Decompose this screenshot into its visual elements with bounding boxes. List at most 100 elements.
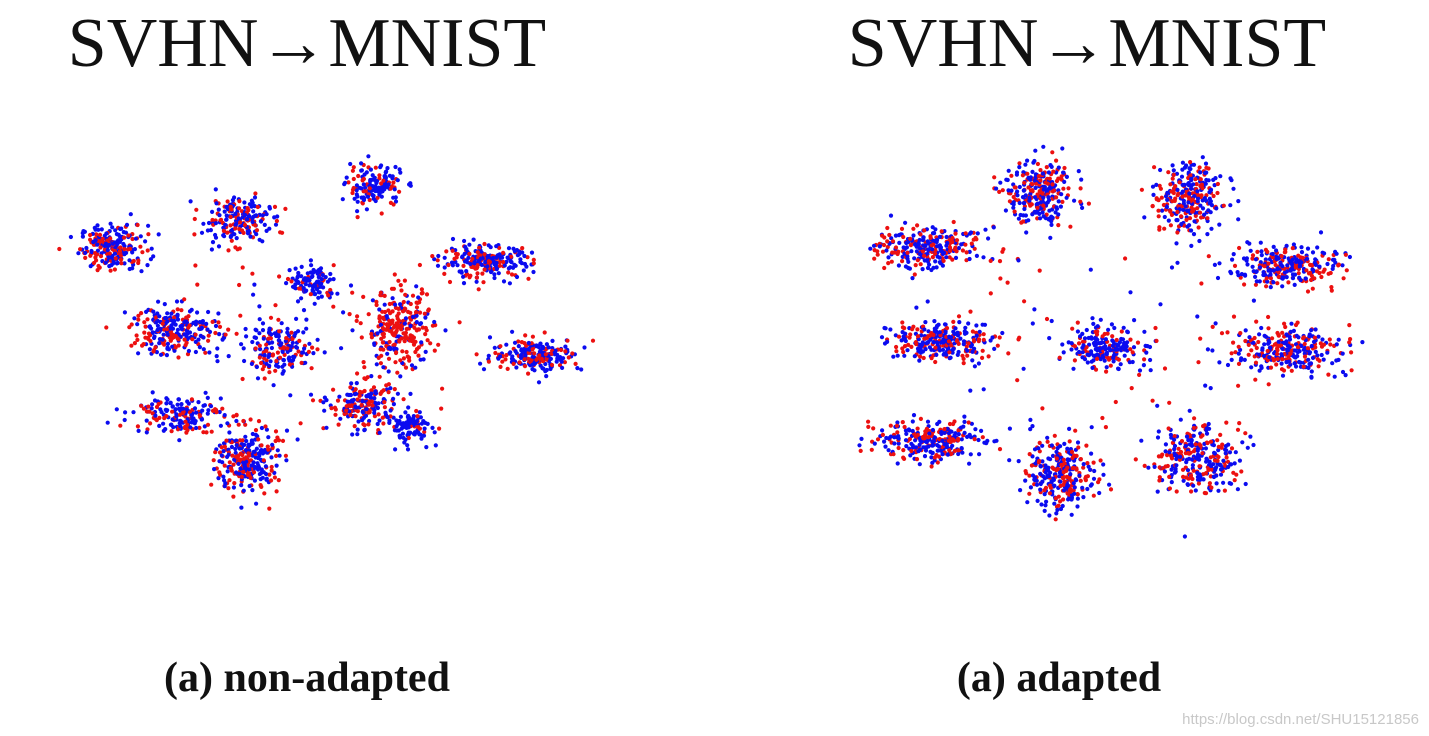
scatter-point-blue xyxy=(1132,318,1137,323)
scatter-point-red xyxy=(1167,400,1172,405)
scatter-point-red xyxy=(486,359,491,364)
scatter-point-blue xyxy=(888,213,894,218)
scatter-point-red xyxy=(100,236,105,241)
scatter-point-red xyxy=(1055,466,1060,472)
scatter-point-red xyxy=(1052,188,1057,193)
scatter-point-blue xyxy=(264,476,269,481)
scatter-point-blue xyxy=(460,255,465,260)
scatter-point-blue xyxy=(213,187,218,192)
scatter-point-blue xyxy=(1058,506,1064,512)
scatter-point-blue xyxy=(1209,226,1214,231)
scatter-point-blue xyxy=(459,270,464,275)
scatter-point-red xyxy=(1130,350,1135,355)
scatter-point-red xyxy=(1028,188,1034,193)
scatter-point-red xyxy=(1264,276,1269,281)
scatter-point-red xyxy=(253,428,259,433)
scatter-point-blue xyxy=(1144,350,1149,355)
scatter-point-red xyxy=(1249,348,1254,353)
scatter-point-blue xyxy=(526,340,531,346)
scatter-point-blue xyxy=(394,418,399,423)
scatter-point-blue xyxy=(388,386,393,391)
scatter-point-red xyxy=(1196,481,1201,486)
scatter-point-red xyxy=(900,346,905,351)
scatter-point-blue xyxy=(979,428,984,433)
scatter-point-red xyxy=(918,232,923,237)
scatter-point-blue xyxy=(248,234,253,239)
scatter-point-blue xyxy=(171,425,176,430)
scatter-point-blue xyxy=(897,233,902,238)
scatter-point-blue xyxy=(885,339,890,344)
scatter-point-blue xyxy=(925,265,931,271)
scatter-point-red xyxy=(94,232,99,237)
scatter-point-red xyxy=(901,349,906,355)
scatter-point-blue xyxy=(221,474,226,479)
scatter-point-red xyxy=(243,422,248,427)
scatter-point-blue xyxy=(1062,441,1067,446)
scatter-point-blue xyxy=(1191,182,1196,187)
scatter-point-blue xyxy=(170,326,176,331)
scatter-point-blue xyxy=(378,322,384,327)
scatter-point-blue xyxy=(292,333,297,338)
scatter-point-blue xyxy=(221,449,226,454)
scatter-point-red xyxy=(381,178,386,183)
scatter-point-red xyxy=(476,287,481,292)
scatter-point-red xyxy=(442,271,447,276)
scatter-point-red xyxy=(1176,446,1181,451)
scatter-point-red xyxy=(238,313,243,318)
scatter-point-blue xyxy=(301,286,306,291)
scatter-point-blue xyxy=(199,230,205,235)
scatter-point-blue xyxy=(290,340,295,345)
scatter-point-red xyxy=(1188,473,1194,478)
scatter-point-blue xyxy=(374,362,379,367)
scatter-point-blue xyxy=(1090,365,1095,370)
scatter-point-red xyxy=(1211,193,1216,199)
scatter-point-red xyxy=(972,437,977,442)
scatter-point-blue xyxy=(393,195,398,200)
scatter-point-blue xyxy=(264,212,269,217)
scatter-point-red xyxy=(240,452,245,458)
scatter-point-blue xyxy=(144,430,149,435)
scatter-point-blue xyxy=(96,227,101,232)
scatter-point-red xyxy=(1220,442,1225,447)
scatter-point-blue xyxy=(267,226,272,231)
scatter-point-red xyxy=(233,454,239,459)
scatter-point-red xyxy=(992,175,997,180)
scatter-point-blue xyxy=(1051,476,1056,481)
scatter-point-blue xyxy=(351,397,356,402)
scatter-point-blue xyxy=(249,441,254,447)
scatter-point-blue xyxy=(255,376,261,381)
scatter-point-red xyxy=(217,324,223,329)
scatter-point-blue xyxy=(516,344,521,349)
scatter-point-blue xyxy=(917,237,922,243)
scatter-point-red xyxy=(423,332,428,337)
scatter-point-blue xyxy=(1181,198,1186,203)
scatter-point-blue xyxy=(353,391,359,396)
scatter-point-blue xyxy=(1038,216,1043,221)
scatter-point-blue xyxy=(1042,508,1047,513)
scatter-point-blue xyxy=(264,361,269,366)
scatter-point-red xyxy=(135,424,140,429)
scatter-point-blue xyxy=(1294,333,1299,338)
scatter-point-red xyxy=(362,388,367,394)
scatter-point-red xyxy=(380,340,385,345)
scatter-point-red xyxy=(173,345,178,350)
scatter-point-blue xyxy=(123,410,128,415)
scatter-point-blue xyxy=(1048,235,1053,240)
scatter-point-blue xyxy=(1059,192,1064,197)
scatter-point-blue xyxy=(373,389,378,394)
scatter-point-blue xyxy=(245,231,251,236)
scatter-point-blue xyxy=(1185,468,1191,473)
scatter-point-blue xyxy=(206,408,211,413)
scatter-point-blue xyxy=(1202,197,1207,202)
scatter-point-blue xyxy=(942,322,948,327)
scatter-point-red xyxy=(966,341,971,346)
scatter-point-blue xyxy=(983,227,988,232)
scatter-point-blue xyxy=(1271,268,1276,273)
scatter-point-red xyxy=(277,329,282,334)
scatter-point-blue xyxy=(961,339,967,344)
scatter-point-red xyxy=(1135,340,1141,345)
scatter-point-blue xyxy=(202,424,207,429)
scatter-point-blue xyxy=(261,336,266,341)
scatter-point-blue xyxy=(284,428,290,433)
scatter-point-blue xyxy=(329,291,334,296)
